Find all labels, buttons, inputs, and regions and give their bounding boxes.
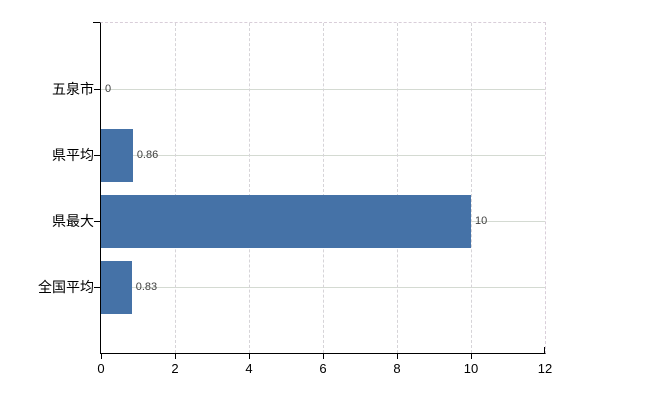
vertical-gridline <box>397 23 398 353</box>
x-axis-tick <box>323 354 324 359</box>
vertical-gridline <box>471 23 472 353</box>
x-axis-tick <box>471 354 472 359</box>
x-axis-end-tick <box>544 347 545 353</box>
x-tick-label: 6 <box>319 361 327 376</box>
category-label: 県最大 <box>52 213 94 229</box>
x-axis-tick <box>249 354 250 359</box>
value-label: 0.86 <box>136 149 159 161</box>
x-tick-label: 0 <box>97 361 105 376</box>
vertical-gridline <box>249 23 250 353</box>
y-axis-tick <box>94 221 100 222</box>
x-tick-label: 8 <box>393 361 401 376</box>
category-label: 県平均 <box>52 147 94 163</box>
x-tick-label: 12 <box>537 361 553 376</box>
y-axis-tick <box>94 155 100 156</box>
value-label: 10 <box>475 215 488 227</box>
bar <box>101 194 471 248</box>
plot-area: 0 五泉市 0.86 県平均 10 県最大 0.83 全国平均 0 2 4 6 8 10 12 <box>38 22 552 376</box>
category-label: 全国平均 <box>38 279 94 295</box>
bar <box>101 260 132 314</box>
category-label: 五泉市 <box>52 81 94 97</box>
value-label: 0.83 <box>135 281 158 293</box>
y-axis-tick <box>94 287 100 288</box>
x-axis-tick <box>397 354 398 359</box>
x-tick-label: 10 <box>463 361 479 376</box>
x-tick-label: 4 <box>245 361 253 376</box>
x-axis-tick <box>175 354 176 359</box>
y-axis-tick <box>94 89 100 90</box>
y-axis-end-tick <box>93 22 100 23</box>
value-label: 0 <box>105 83 112 95</box>
x-axis-tick <box>101 354 102 359</box>
x-tick-label: 2 <box>171 361 179 376</box>
bar <box>101 128 133 182</box>
vertical-gridline <box>175 23 176 353</box>
vertical-gridline <box>323 23 324 353</box>
